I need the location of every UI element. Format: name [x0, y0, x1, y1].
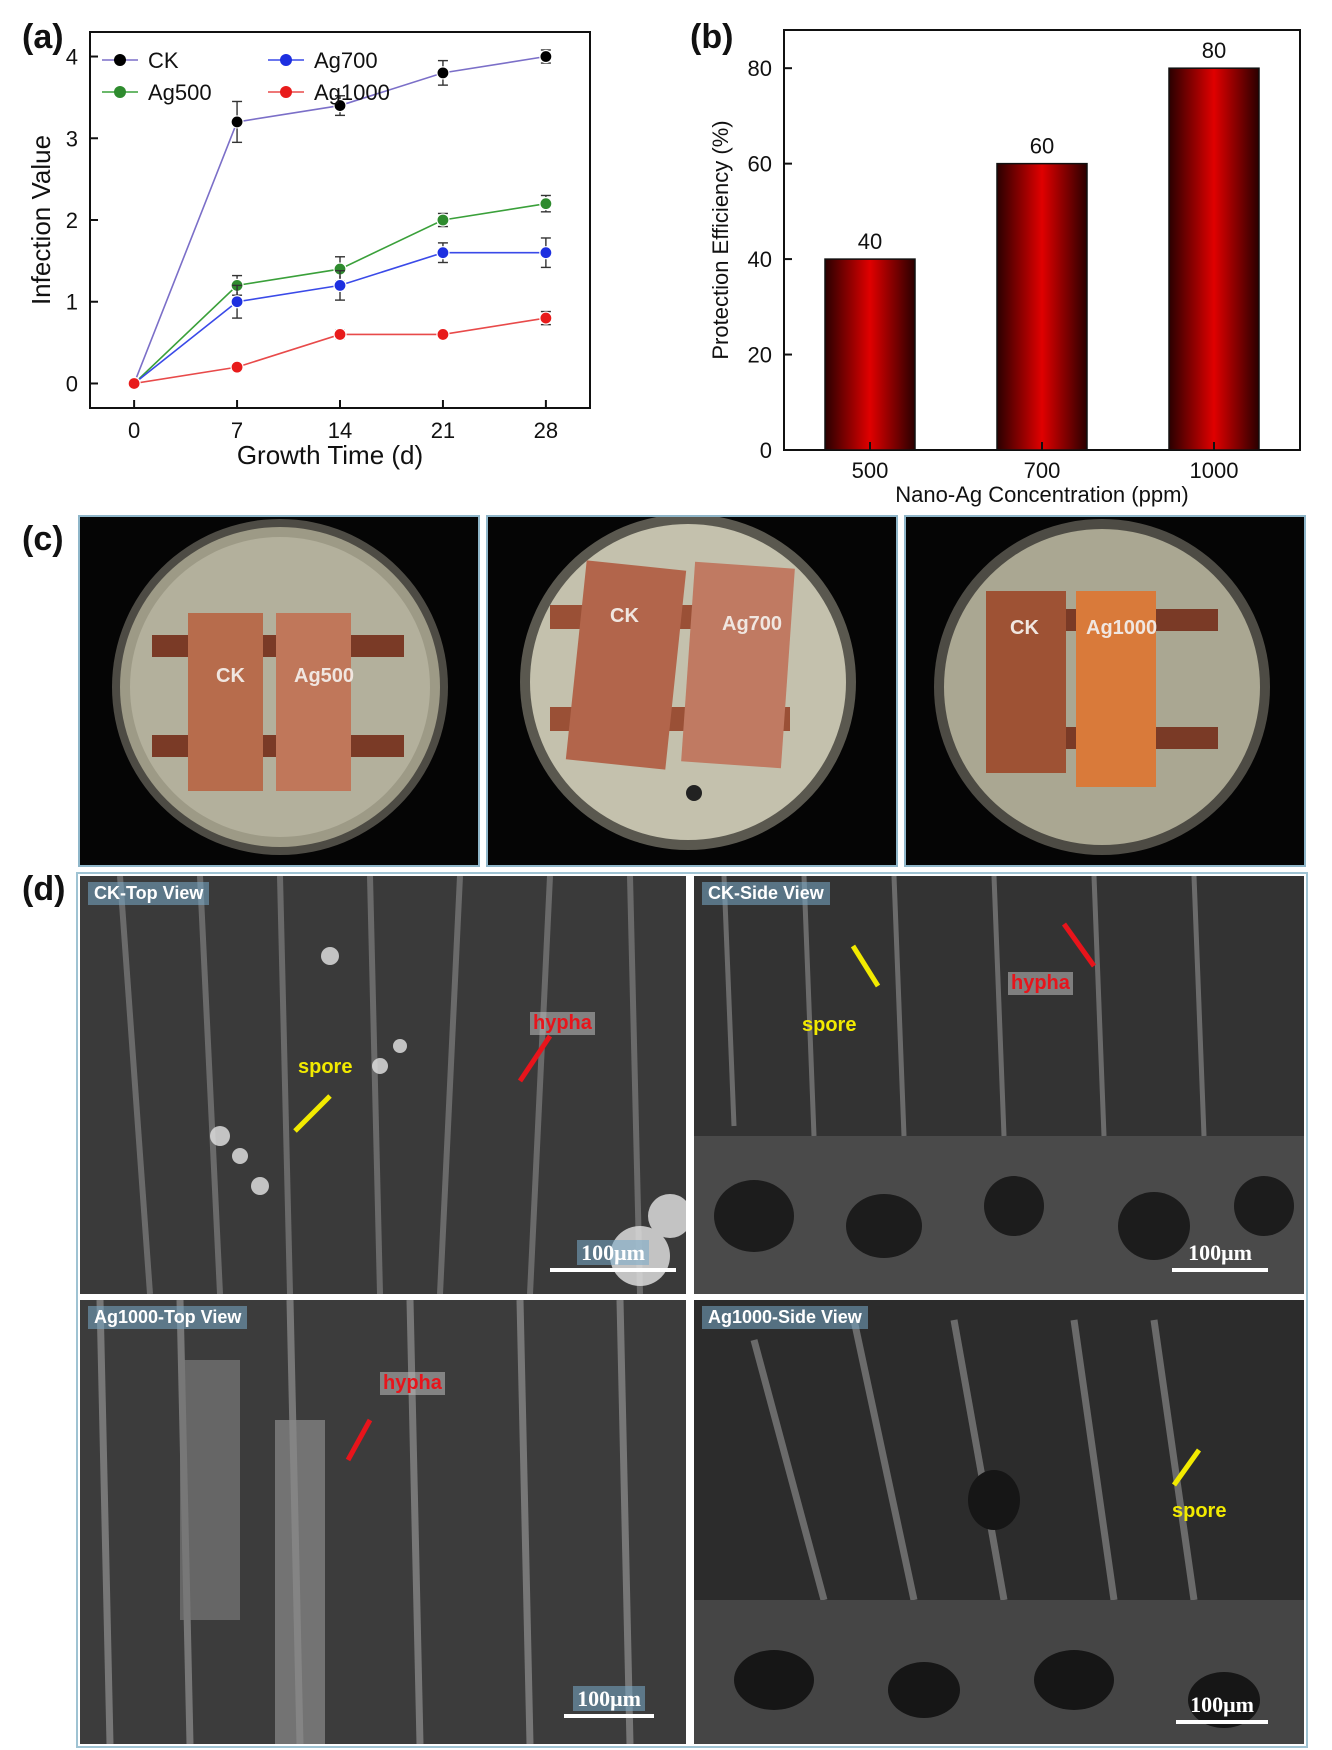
sem-ag1000-side: Ag1000-Side View spore 100μm	[694, 1300, 1304, 1744]
panel-label-c: (c)	[22, 520, 64, 559]
photo-dish-ag1000: CK Ag1000	[904, 515, 1306, 867]
y-tick-label: 0	[760, 438, 772, 463]
data-point-ck	[437, 67, 449, 79]
sem-ck-side: CK-Side View spore hypha 100μm	[694, 876, 1304, 1294]
legend-marker	[280, 86, 292, 98]
sem-title: CK-Top View	[88, 882, 209, 905]
data-point-ag700	[540, 247, 552, 259]
panel-label-d: (d)	[22, 870, 65, 909]
scale-bar: 100μm	[1172, 1240, 1268, 1272]
sem-ck-top: CK-Top View hypha spore 100μm	[80, 876, 686, 1294]
data-point-ag500	[437, 214, 449, 226]
y-tick-label: 1	[66, 290, 78, 315]
annotation-hypha: hypha	[1008, 972, 1073, 995]
y-tick-label: 80	[748, 56, 772, 81]
x-tick-label: 28	[534, 418, 558, 443]
data-point-ag700	[437, 247, 449, 259]
data-label: 80	[1202, 38, 1226, 63]
annotation-spore: spore	[298, 1056, 352, 1079]
bar-700	[997, 164, 1087, 450]
dish-image	[906, 517, 1304, 865]
y-tick-label: 20	[748, 343, 772, 368]
data-label: 60	[1030, 134, 1054, 159]
data-label: 40	[858, 229, 882, 254]
x-tick-label: 0	[128, 418, 140, 443]
x-axis-label: Nano-Ag Concentration (ppm)	[895, 482, 1188, 507]
legend-marker	[114, 86, 126, 98]
photo-dish-ag700: CK Ag700	[486, 515, 898, 867]
data-point-ag500	[540, 198, 552, 210]
data-point-ag700	[334, 279, 346, 291]
dish-image	[488, 517, 896, 865]
scale-bar: 100μm	[550, 1240, 676, 1272]
legend-marker	[114, 54, 126, 66]
annotation-hypha: hypha	[380, 1372, 445, 1395]
scale-label: 100μm	[1190, 1692, 1254, 1717]
photo-label-ck: CK	[610, 605, 639, 628]
y-tick-label: 3	[66, 126, 78, 151]
scale-label: 100μm	[573, 1686, 645, 1711]
x-tick-label: 1000	[1190, 458, 1239, 483]
scale-label: 100μm	[1188, 1240, 1252, 1265]
sem-texture	[694, 876, 1304, 1294]
data-point-ag1000	[231, 361, 243, 373]
photo-dish-ag500: CK Ag500	[78, 515, 480, 867]
y-tick-label: 60	[748, 152, 772, 177]
scale-label: 100μm	[577, 1240, 649, 1265]
dish-image	[80, 517, 478, 865]
y-tick-label: 0	[66, 371, 78, 396]
data-point-ck	[540, 51, 552, 63]
photo-label-ag700: Ag700	[722, 613, 782, 636]
bar-1000	[1169, 68, 1259, 450]
x-tick-label: 21	[431, 418, 455, 443]
data-point-ag1000	[437, 328, 449, 340]
legend-marker	[280, 54, 292, 66]
data-point-ag700	[231, 296, 243, 308]
legend-label-ag1000: Ag1000	[314, 80, 390, 105]
data-point-ck	[231, 116, 243, 128]
y-axis-label: Protection Efficiency (%)	[708, 120, 733, 359]
sem-title: Ag1000-Top View	[88, 1306, 247, 1329]
sem-title: CK-Side View	[702, 882, 830, 905]
sem-ag1000-top: Ag1000-Top View hypha 100μm	[80, 1300, 686, 1744]
sem-title: Ag1000-Side View	[702, 1306, 868, 1329]
scale-bar: 100μm	[564, 1686, 654, 1718]
y-tick-label: 4	[66, 45, 78, 70]
data-point-ag1000	[334, 328, 346, 340]
legend-label-ag700: Ag700	[314, 48, 378, 73]
photo-label-ck: CK	[1010, 617, 1039, 640]
y-tick-label: 40	[748, 247, 772, 272]
legend-label-ag500: Ag500	[148, 80, 212, 105]
legend-label-ck: CK	[148, 48, 179, 73]
photo-label-ck: CK	[216, 665, 245, 688]
annotation-hypha: hypha	[530, 1012, 595, 1035]
data-point-ag1000	[540, 312, 552, 324]
annotation-spore: spore	[802, 1014, 856, 1037]
bar-500	[825, 259, 915, 450]
y-tick-label: 2	[66, 208, 78, 233]
x-tick-label: 500	[852, 458, 889, 483]
sem-texture	[80, 876, 686, 1294]
sem-texture	[80, 1300, 686, 1744]
photo-label-ag500: Ag500	[294, 665, 354, 688]
annotation-spore: spore	[1172, 1500, 1226, 1523]
x-axis-label: Growth Time (d)	[237, 440, 423, 470]
data-point-ag1000	[128, 377, 140, 389]
y-axis-label: Infection Value	[26, 135, 56, 305]
scale-bar: 100μm	[1176, 1692, 1268, 1724]
x-tick-label: 700	[1024, 458, 1061, 483]
photo-label-ag1000: Ag1000	[1086, 617, 1157, 640]
